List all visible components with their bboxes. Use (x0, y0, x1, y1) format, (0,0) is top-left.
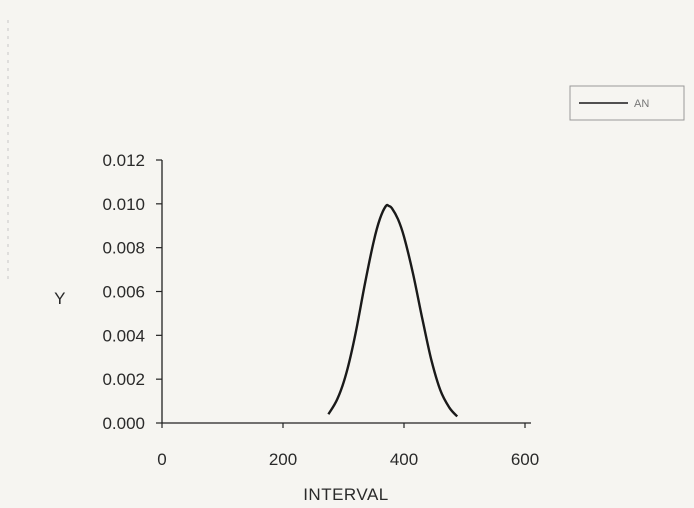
x-tick-label: 200 (269, 450, 297, 469)
y-tick-label: 0.000 (102, 414, 145, 433)
x-tick-label: 600 (511, 450, 539, 469)
legend: AN (569, 85, 685, 121)
y-tick-label: 0.012 (102, 151, 145, 170)
y-tick-label: 0.002 (102, 370, 145, 389)
y-tick-label: 0.006 (102, 283, 145, 302)
x-axis: 0 200 400 600 (157, 422, 539, 469)
y-tick-label: 0.010 (102, 195, 145, 214)
x-axis-title: INTERVAL (303, 485, 389, 504)
legend-box (569, 85, 685, 121)
legend-label: AN (634, 98, 649, 110)
series-layer (327, 203, 459, 418)
y-tick-label: 0.004 (102, 326, 145, 345)
y-tick-label: 0.008 (102, 239, 145, 258)
y-axis: 0.000 0.002 0.004 0.006 0.008 0.010 0.012 (102, 151, 163, 433)
x-tick-label: 400 (390, 450, 418, 469)
y-axis-title: Y (54, 289, 66, 308)
series-line-an (327, 203, 459, 418)
x-tick-label: 0 (157, 450, 166, 469)
